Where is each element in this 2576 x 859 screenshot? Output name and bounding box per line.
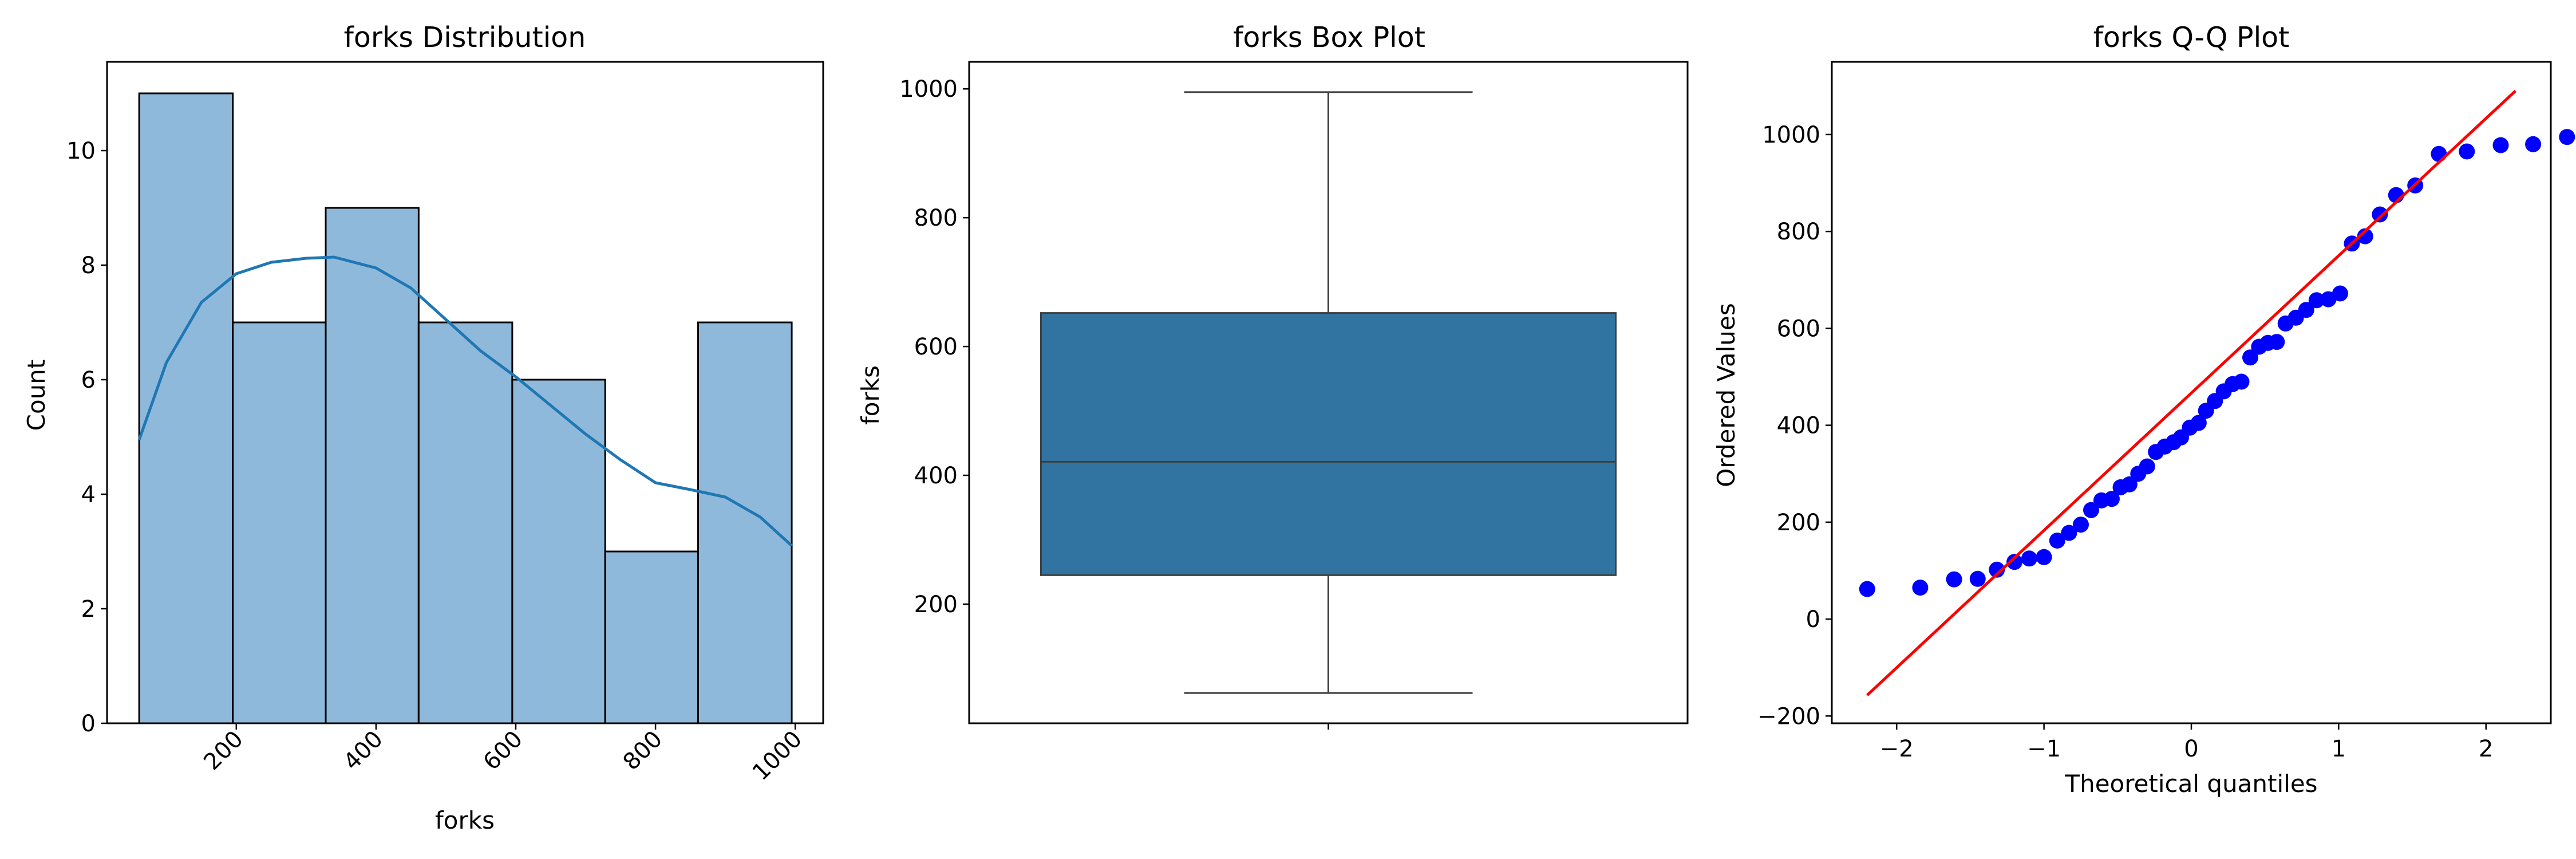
qq-xtick-label: −1 — [2027, 736, 2061, 762]
qq-point — [2242, 349, 2258, 366]
qq-point — [2459, 143, 2475, 160]
qq-xtick-label: −2 — [1880, 736, 1914, 762]
qq-ytick-label: −200 — [1757, 703, 1820, 730]
histogram-xtick-label: 1000 — [748, 726, 808, 786]
qq-ytick-label: 1000 — [1762, 122, 1820, 148]
qq-point — [2308, 292, 2325, 309]
histogram-ytick-label: 0 — [81, 711, 96, 737]
boxplot-ytick-label: 1000 — [899, 76, 958, 103]
qq-point — [2036, 549, 2052, 565]
histogram-xtick-label: 600 — [479, 726, 528, 776]
qq-xlabel: Theoretical quantiles — [2064, 770, 2317, 798]
qq-point — [1859, 581, 1875, 597]
histogram-bar — [138, 92, 234, 724]
qq-ytick-label: 200 — [1777, 510, 1820, 536]
qq-ytick-label: 800 — [1777, 219, 1820, 245]
histogram-bar — [417, 321, 513, 724]
histogram-xtick-label: 800 — [618, 726, 668, 776]
qq-xtick-label: 1 — [2332, 736, 2346, 762]
qq-title: forks Q-Q Plot — [2093, 21, 2290, 54]
kde-curve — [137, 255, 793, 547]
qq-point — [2061, 525, 2077, 541]
qq-point — [2006, 554, 2023, 570]
box-iqr — [1040, 312, 1617, 576]
qq-point — [2073, 517, 2089, 533]
boxplot-ytick-label: 200 — [914, 592, 958, 618]
histogram-axes-frame — [106, 61, 824, 724]
histogram-ytick-label: 8 — [81, 253, 96, 279]
histogram-bar — [697, 321, 793, 724]
qq-point — [1969, 570, 1986, 587]
qq-point — [2559, 129, 2575, 145]
qq-ylabel: Ordered Values — [1712, 303, 1740, 487]
qq-plot-panel: forks Q-Q Plot Theoretical quantiles Ord… — [1712, 21, 2575, 798]
qq-fit-line — [1866, 89, 2516, 696]
histogram-title: forks Distribution — [344, 21, 586, 54]
qq-xtick-label: 2 — [2479, 736, 2493, 762]
histogram-bar — [232, 321, 327, 724]
qq-ytick-label: 400 — [1777, 413, 1820, 439]
histogram-bar — [511, 379, 606, 724]
qq-point — [2121, 476, 2138, 492]
histogram-ytick-label: 2 — [81, 596, 96, 622]
boxplot-panel: forks Box Plot forks 200 400 600 800 1000 — [856, 21, 1689, 730]
qq-point — [2269, 334, 2285, 350]
qq-point — [2083, 502, 2099, 518]
qq-point — [2139, 458, 2155, 475]
qq-point — [2298, 302, 2314, 318]
qq-point — [2190, 415, 2207, 431]
qq-point — [1989, 561, 2005, 578]
qq-point — [2233, 373, 2250, 390]
boxplot-ytick-label: 400 — [914, 463, 958, 489]
histogram-bar — [604, 550, 700, 724]
qq-point — [2332, 285, 2348, 302]
boxplot-ylabel: forks — [856, 365, 884, 425]
boxplot-ytick-label: 800 — [914, 205, 958, 231]
qq-point — [2431, 145, 2447, 162]
histogram-ytick-label: 10 — [66, 138, 96, 164]
qq-point — [2021, 550, 2037, 567]
qq-xtick-label: 0 — [2184, 736, 2198, 762]
histogram-ylabel: Count — [22, 360, 50, 431]
histogram-panel: forks Distribution forks Count 0 2 4 6 8 10 20… — [22, 21, 824, 834]
qq-point — [2372, 206, 2388, 223]
qq-ytick-label: 0 — [1806, 606, 1820, 633]
boxplot-ytick-label: 600 — [914, 334, 958, 360]
histogram-xtick-label: 400 — [338, 726, 388, 776]
histogram-xlabel: forks — [435, 806, 495, 834]
qq-point — [1912, 580, 1929, 596]
histogram-bar — [325, 207, 420, 724]
qq-point — [2104, 491, 2120, 507]
qq-ytick-label: 600 — [1777, 316, 1820, 342]
histogram-ytick-label: 6 — [81, 367, 96, 393]
qq-point — [1946, 571, 1962, 588]
qq-point — [2357, 228, 2373, 245]
boxplot-title: forks Box Plot — [1233, 21, 1425, 54]
histogram-xtick-label: 200 — [199, 726, 248, 776]
histogram-ytick-label: 4 — [81, 482, 96, 508]
qq-point — [2049, 533, 2065, 549]
qq-point — [2492, 137, 2509, 153]
qq-point — [2525, 136, 2542, 152]
